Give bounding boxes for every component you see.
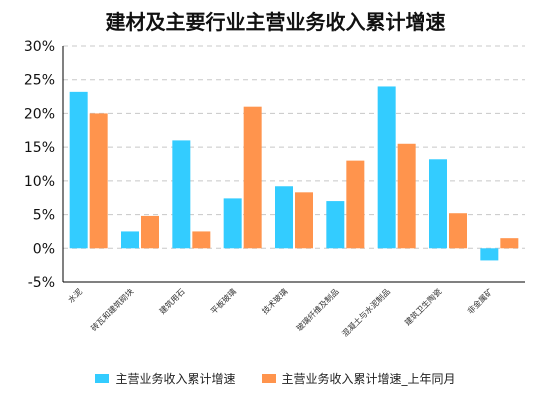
x-tick-label: 平板玻璃 [208, 286, 238, 316]
bar-series-1 [172, 140, 191, 249]
bar-series-1 [429, 159, 447, 249]
y-tick-label: 5% [33, 208, 55, 224]
x-tick-label: 玻璃纤维及制品 [294, 286, 341, 333]
bar-series-1 [121, 231, 139, 249]
x-tick-label: 水泥 [66, 286, 84, 304]
y-tick-label: 15% [24, 140, 55, 156]
legend-item-series-2[interactable]: 主营业务收入累计增速_上年同月 [261, 370, 456, 387]
bar-series-2 [500, 238, 519, 249]
bar-series-1 [275, 186, 293, 249]
bar-series-2 [89, 113, 108, 249]
bar-series-2 [243, 106, 262, 249]
x-tick-label: 非金属矿 [465, 286, 495, 316]
y-tick-label: 0% [33, 241, 55, 257]
legend: 主营业务收入累计增速 主营业务收入累计增速_上年同月 [0, 370, 551, 387]
y-tick-label: 10% [24, 174, 55, 190]
x-tick-label: 建筑卫生陶瓷 [402, 286, 443, 327]
bar-series-1 [480, 248, 499, 261]
x-tick-label: 技术玻璃 [260, 286, 290, 316]
y-tick-label: 20% [24, 106, 55, 122]
bar-series-2 [346, 160, 365, 249]
legend-label-series-1: 主营业务收入累计增速 [115, 372, 236, 386]
chart-title: 建材及主要行业主营业务收入累计增速 [105, 10, 446, 34]
legend-swatch-series-1 [95, 374, 110, 383]
bar-series-2 [192, 231, 211, 249]
bar-series-1 [326, 201, 345, 249]
legend-label-series-2: 主营业务收入累计增速_上年同月 [281, 372, 456, 386]
y-tick-label: -5% [28, 275, 55, 291]
x-tick-label: 建筑用石 [157, 286, 187, 316]
x-tick-label: 砖瓦和建筑砌块 [89, 286, 136, 333]
bar-series-2 [449, 213, 467, 249]
y-tick-label: 25% [24, 73, 55, 89]
bar-series-1 [223, 198, 242, 249]
y-tick-label: 30% [24, 39, 55, 55]
bar-series-1 [69, 91, 88, 249]
bar-series-2 [295, 192, 313, 249]
x-tick-label: 混凝土与水泥制品 [340, 286, 392, 338]
legend-swatch-series-2 [261, 374, 276, 383]
bar-series-1 [377, 86, 396, 249]
bar-series-2 [397, 143, 416, 249]
bar-series-2 [141, 215, 159, 249]
legend-item-series-1[interactable]: 主营业务收入累计增速 [95, 370, 236, 387]
